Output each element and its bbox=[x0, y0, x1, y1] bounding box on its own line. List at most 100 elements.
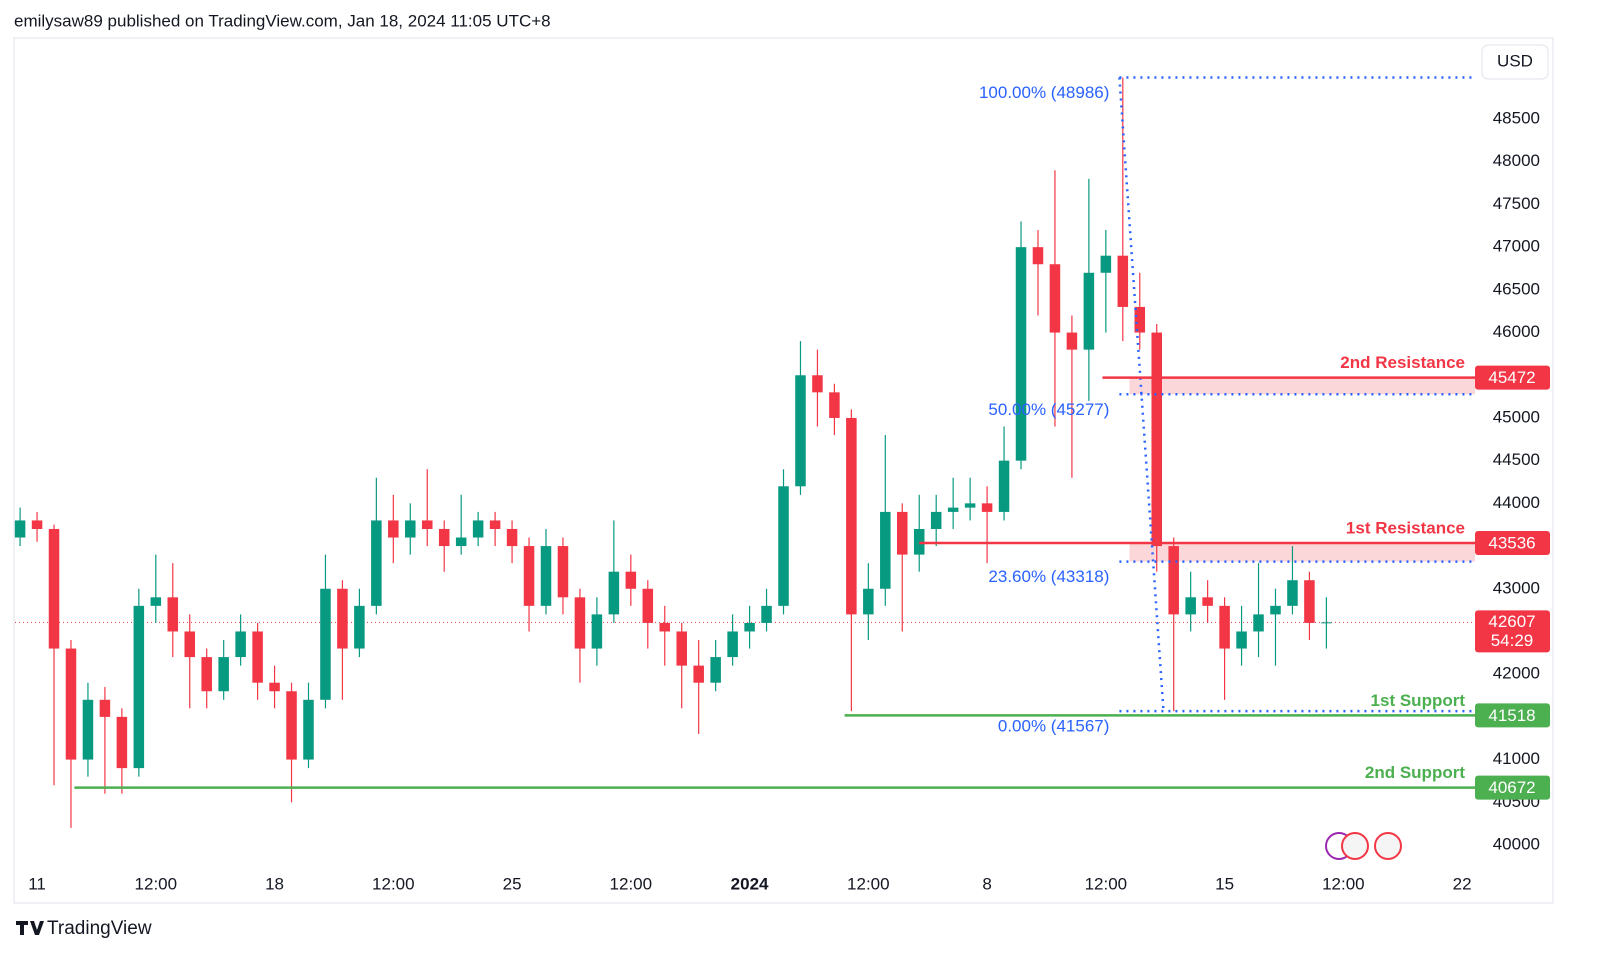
candle-body bbox=[981, 503, 993, 512]
price-tag-label: 45472 bbox=[1488, 368, 1535, 387]
fib-label: 0.00% (41567) bbox=[998, 717, 1110, 736]
candle-body bbox=[167, 597, 179, 632]
x-tick-label: 18 bbox=[265, 874, 284, 893]
candle-body bbox=[506, 528, 518, 547]
price-tag-label: 40672 bbox=[1488, 778, 1535, 797]
candle-body bbox=[897, 511, 908, 555]
candle-body bbox=[99, 699, 111, 717]
candle-body bbox=[1015, 247, 1027, 461]
candle-body bbox=[337, 588, 348, 649]
y-tick-label: 46000 bbox=[1493, 322, 1540, 341]
countdown: 54:29 bbox=[1491, 631, 1534, 650]
last-price-label: 42607 bbox=[1488, 612, 1535, 631]
x-tick-label: 8 bbox=[982, 874, 991, 893]
y-tick-label: 45000 bbox=[1493, 407, 1540, 426]
candle-body bbox=[557, 546, 569, 598]
candle-body bbox=[354, 605, 365, 649]
candle-body bbox=[863, 588, 874, 615]
candle-body bbox=[1117, 255, 1129, 307]
candle-body bbox=[1202, 597, 1213, 606]
x-tick-label: 2024 bbox=[731, 874, 769, 893]
x-tick-label: 12:00 bbox=[1322, 874, 1365, 893]
candle-body bbox=[438, 528, 450, 547]
candle-body bbox=[455, 537, 467, 547]
candle-body bbox=[625, 571, 637, 589]
candle-body bbox=[116, 716, 128, 769]
x-tick-label: 12:00 bbox=[847, 874, 890, 893]
price-tag bbox=[1475, 775, 1550, 800]
y-tick-label: 41000 bbox=[1493, 749, 1540, 768]
candle-body bbox=[184, 631, 195, 658]
level-name: 1st Support bbox=[1371, 691, 1466, 710]
footer: TradingView bbox=[47, 918, 152, 939]
candle-body bbox=[812, 375, 823, 393]
y-tick-label: 43000 bbox=[1493, 578, 1540, 597]
x-tick-label: 12:00 bbox=[372, 874, 415, 893]
candle-body bbox=[608, 571, 620, 615]
y-tick-label: 40000 bbox=[1493, 834, 1540, 853]
candle-body bbox=[303, 699, 314, 760]
level-zone bbox=[1129, 377, 1475, 395]
candle-body bbox=[930, 511, 942, 529]
candle-body bbox=[218, 657, 229, 692]
candle-body bbox=[659, 622, 671, 632]
y-tick-label: 44500 bbox=[1493, 450, 1540, 469]
candle-body bbox=[472, 520, 484, 538]
candle-body bbox=[947, 507, 959, 512]
candle-body bbox=[727, 631, 738, 658]
y-tick-label: 48000 bbox=[1493, 151, 1540, 170]
frame bbox=[13, 37, 1554, 904]
x-tick-label: 12:00 bbox=[135, 874, 178, 893]
fib-label: 23.60% (43318) bbox=[988, 567, 1109, 586]
level-zone bbox=[1129, 542, 1475, 562]
level-name: 2nd Support bbox=[1365, 763, 1465, 782]
candle-body bbox=[252, 631, 263, 683]
fib-label: 50.00% (45277) bbox=[988, 400, 1109, 419]
candle-body bbox=[710, 657, 721, 683]
candle-body bbox=[1083, 272, 1095, 350]
currency: USD bbox=[1497, 51, 1533, 70]
candle-body bbox=[201, 657, 212, 692]
candle-body bbox=[489, 520, 501, 529]
candle-body bbox=[795, 375, 806, 487]
candle-body bbox=[1185, 597, 1196, 615]
candle-body bbox=[744, 622, 755, 632]
x-tick-label: 12:00 bbox=[1085, 874, 1128, 893]
x-tick-label: 22 bbox=[1453, 874, 1472, 893]
candle-body bbox=[574, 597, 586, 649]
x-tick-label: 15 bbox=[1215, 874, 1234, 893]
y-tick-label: 48500 bbox=[1493, 109, 1540, 128]
candle-body bbox=[829, 392, 840, 418]
candle-body bbox=[1100, 255, 1112, 273]
price-tag bbox=[1475, 365, 1550, 390]
candle-body bbox=[1049, 264, 1061, 333]
y-tick-label: 42000 bbox=[1493, 664, 1540, 683]
price-tag-label: 43536 bbox=[1488, 533, 1535, 552]
candle-body bbox=[642, 588, 654, 623]
logo bbox=[16, 921, 44, 935]
candle-body bbox=[133, 605, 145, 769]
level-name: 1st Resistance bbox=[1346, 518, 1465, 537]
candle-body bbox=[1253, 614, 1264, 632]
last-price-tag bbox=[1475, 610, 1550, 653]
candle-body bbox=[235, 631, 246, 658]
candle-body bbox=[693, 665, 704, 683]
candle-body bbox=[1287, 580, 1298, 606]
candle-body bbox=[286, 691, 297, 760]
candle-body bbox=[31, 520, 43, 529]
candle-body bbox=[964, 503, 976, 508]
candle-body bbox=[676, 631, 687, 666]
candle-body bbox=[1151, 332, 1162, 547]
candle-body bbox=[388, 520, 399, 538]
candle-body bbox=[1219, 605, 1230, 649]
price-tag bbox=[1475, 703, 1550, 728]
y-tick-label: 47000 bbox=[1493, 237, 1540, 256]
candle-body bbox=[1304, 580, 1315, 623]
candle-body bbox=[1032, 247, 1044, 265]
candle-body bbox=[761, 605, 772, 623]
candle-body bbox=[778, 486, 789, 606]
candle-body bbox=[591, 614, 603, 649]
y-tick-label: 46500 bbox=[1493, 279, 1540, 298]
